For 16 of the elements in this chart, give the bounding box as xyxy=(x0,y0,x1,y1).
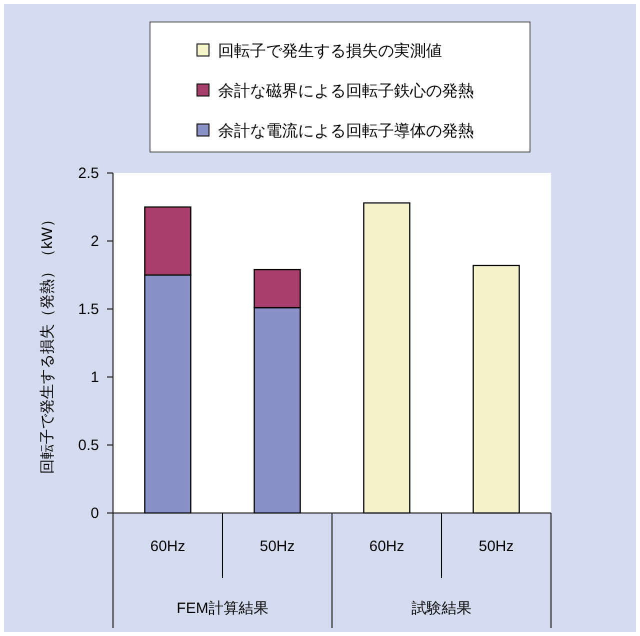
y-axis-title: 回転子で発生する損失（発熱）（kW） xyxy=(39,212,56,474)
y-tick-label: 0.5 xyxy=(78,437,99,454)
text: FEM計算結果 xyxy=(176,600,268,617)
legend-label: 余計な電流による回転子導体の発熱 xyxy=(218,122,474,140)
text: 試験結果 xyxy=(412,600,472,617)
y-tick-label: 2 xyxy=(90,233,99,250)
legend-label: 回転子で発生する損失の実測値 xyxy=(218,42,442,60)
legend-label: 余計な磁界による回転子鉄心の発熱 xyxy=(218,82,474,100)
x-tick-label: 50Hz xyxy=(478,538,514,555)
y-tick-label: 2.5 xyxy=(78,165,99,182)
y-tick-label: 1.5 xyxy=(78,301,99,318)
y-tick-label: 1 xyxy=(90,369,99,386)
x-tick-label: 60Hz xyxy=(150,538,186,555)
y-tick-label: 0 xyxy=(90,505,99,522)
x-tick-label: 60Hz xyxy=(369,538,404,555)
x-tick-label: 50Hz xyxy=(260,538,295,555)
